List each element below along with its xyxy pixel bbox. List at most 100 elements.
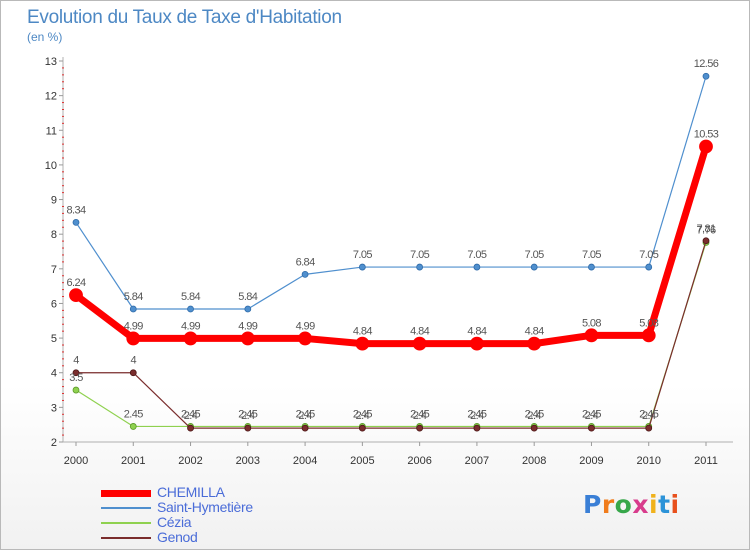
data-label: 12.56 — [694, 58, 719, 70]
data-label: 7.05 — [410, 249, 429, 261]
data-label: 10.53 — [694, 129, 719, 141]
data-label: 4.84 — [525, 326, 544, 338]
data-label: 8.34 — [66, 204, 85, 216]
brand-letter: i — [670, 490, 680, 519]
data-labels: 6.24 4.99 4.99 4.99 4.99 4.84 4.84 4.84 4.84 5.08… — [66, 58, 719, 422]
data-label: 2.4 — [527, 410, 541, 422]
x-tick-label: 2005 — [350, 455, 374, 467]
x-tick-label: 2009 — [579, 455, 603, 467]
data-point — [72, 369, 80, 377]
y-tick-label: 12 — [45, 91, 57, 103]
data-point — [702, 72, 710, 80]
data-label: 4.99 — [238, 320, 257, 332]
data-label: 4.84 — [467, 326, 486, 338]
data-label: 7.81 — [696, 223, 715, 235]
data-label: 2.45 — [181, 408, 200, 420]
data-label: 5.84 — [181, 291, 200, 303]
data-label: 3.5 — [69, 372, 83, 384]
legend-swatch — [101, 537, 151, 539]
axes: 2 3 4 5 6 7 8 9 10 11 12 13 2000 2001 2002 2003 2004 2005… — [45, 56, 733, 467]
data-point — [473, 263, 481, 271]
series-line — [75, 241, 707, 428]
y-tick-label: 3 — [51, 402, 57, 414]
data-label: 5.84 — [238, 291, 257, 303]
data-label: 7.05 — [353, 249, 372, 261]
data-label: 4 — [73, 355, 79, 367]
y-tick-label: 5 — [51, 333, 57, 345]
data-point — [298, 331, 312, 346]
data-point — [412, 336, 427, 351]
data-label: 6.24 — [66, 277, 85, 289]
y-tick-label: 4 — [51, 368, 57, 380]
data-label: 4.84 — [353, 326, 372, 338]
data-point — [240, 331, 255, 346]
data-point — [72, 219, 80, 226]
series-line — [75, 240, 707, 429]
x-tick-label: 2008 — [522, 455, 546, 467]
data-label: 7.05 — [467, 249, 486, 261]
data-label: 7.76 — [696, 224, 715, 236]
data-point — [588, 424, 595, 432]
data-point — [470, 336, 484, 351]
data-point — [301, 424, 309, 432]
y-tick-label: 10 — [45, 160, 57, 172]
data-label: 2.4 — [413, 410, 427, 422]
data-label: 2.4 — [356, 410, 370, 422]
chart-subtitle: (en %) — [27, 30, 63, 44]
data-label: 2.4 — [241, 410, 255, 422]
data-point — [527, 336, 542, 351]
data-point — [584, 328, 599, 343]
data-label: 2.45 — [296, 408, 315, 420]
data-point — [416, 424, 424, 432]
brand-letter: t — [658, 490, 671, 519]
x-tick-label: 2011 — [694, 455, 718, 467]
legend-swatch — [101, 489, 151, 497]
data-label: 2.45 — [353, 408, 372, 420]
brand-letter: o — [614, 490, 633, 519]
data-point — [530, 263, 538, 271]
data-label: 2.45 — [639, 408, 658, 420]
data-point — [588, 263, 595, 271]
data-label: 7.05 — [525, 249, 544, 261]
data-label: 2.4 — [184, 410, 198, 422]
data-point — [645, 424, 653, 432]
x-tick-label: 2004 — [293, 455, 317, 467]
y-tick-label: 9 — [51, 195, 57, 207]
data-label: 2.45 — [467, 408, 486, 420]
legend-label: CHEMILLA — [157, 484, 225, 500]
data-label: 6.84 — [296, 256, 315, 268]
x-tick-label: 2002 — [178, 455, 202, 467]
data-point — [699, 139, 713, 154]
data-point — [645, 263, 653, 271]
data-label: 2.45 — [582, 408, 601, 420]
brand-letter: P — [583, 490, 602, 519]
data-point — [530, 424, 538, 432]
y-tick-label: 11 — [46, 125, 57, 137]
brand-logo: Proxiti — [583, 490, 680, 519]
data-point — [702, 237, 710, 245]
data-point — [355, 336, 370, 351]
data-label: 4.99 — [124, 320, 143, 332]
data-point — [129, 305, 137, 313]
data-point — [187, 305, 194, 313]
data-label: 2.45 — [410, 408, 429, 420]
data-label: 4.99 — [296, 320, 315, 332]
series-line — [72, 143, 710, 348]
data-label: 4.84 — [410, 326, 429, 338]
data-label: 4.99 — [181, 320, 200, 332]
x-tick-label: 2000 — [64, 455, 88, 467]
data-label: 5.84 — [124, 291, 143, 303]
series-line — [75, 75, 707, 310]
data-label: 2.4 — [470, 410, 484, 422]
data-point — [129, 423, 137, 430]
data-label: 7.05 — [582, 249, 601, 261]
y-tick-label: 8 — [51, 229, 57, 241]
data-point — [69, 288, 83, 303]
x-tick-label: 2010 — [636, 455, 660, 467]
data-point — [244, 305, 252, 313]
legend-label: Cézia — [157, 514, 192, 530]
x-tick-label: 2006 — [407, 455, 431, 467]
x-tick-label: 2001 — [121, 455, 145, 467]
legend-swatch — [101, 522, 151, 524]
